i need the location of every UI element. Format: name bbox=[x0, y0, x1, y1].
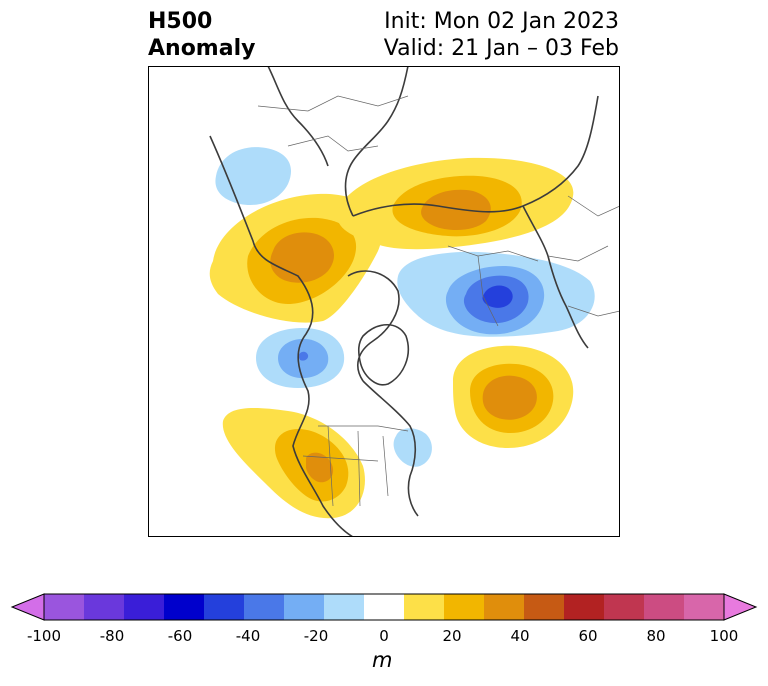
anomaly-eastus-negative bbox=[393, 428, 432, 467]
map-canvas bbox=[148, 66, 620, 537]
anomaly-nw-negative bbox=[215, 147, 292, 206]
colorbar bbox=[10, 590, 758, 630]
colorbar-swatch bbox=[444, 594, 485, 620]
colorbar-tick-label: -60 bbox=[167, 627, 193, 645]
coastlines bbox=[209, 66, 599, 537]
anomaly-goa-negative bbox=[256, 328, 345, 388]
colorbar-tick-label: 100 bbox=[709, 627, 739, 645]
colorbar-swatch bbox=[604, 594, 645, 620]
colorbar-tick-label: 80 bbox=[646, 627, 666, 645]
colorbar-swatch bbox=[684, 594, 725, 620]
title-line-2: Anomaly bbox=[148, 36, 256, 61]
colorbar-tick-label: 60 bbox=[578, 627, 598, 645]
colorbar-swatch bbox=[644, 594, 685, 620]
title-line-1: H500 bbox=[148, 9, 213, 34]
colorbar-tick-label: 0 bbox=[379, 627, 389, 645]
colorbar-tick-label: 40 bbox=[510, 627, 530, 645]
colorbar-tick-label: -20 bbox=[303, 627, 329, 645]
map-title: H500 Anomaly bbox=[148, 8, 255, 62]
colorbar-tick-label: 20 bbox=[442, 627, 462, 645]
colorbar-swatch bbox=[324, 594, 365, 620]
colorbar-extend-high bbox=[723, 593, 758, 621]
colorbar-swatch bbox=[204, 594, 245, 620]
colorbar-tick-label: -40 bbox=[235, 627, 261, 645]
init-date: Init: Mon 02 Jan 2023 bbox=[384, 9, 619, 34]
colorbar-swatch bbox=[164, 594, 205, 620]
colorbar-swatch bbox=[44, 594, 85, 620]
colorbar-graphic bbox=[10, 593, 758, 621]
colorbar-tick-label: -80 bbox=[99, 627, 125, 645]
colorbar-swatch bbox=[364, 594, 405, 620]
colorbar-swatch bbox=[404, 594, 445, 620]
valid-range: Valid: 21 Jan – 03 Feb bbox=[383, 36, 619, 61]
anomaly-map bbox=[148, 66, 620, 537]
anomaly-siberia-positive bbox=[337, 157, 574, 250]
colorbar-unit: m bbox=[372, 648, 393, 672]
colorbar-tick-label: -100 bbox=[26, 627, 62, 645]
colorbar-extend-low bbox=[10, 593, 45, 621]
colorbar-outline bbox=[43, 593, 725, 621]
borders bbox=[257, 95, 620, 507]
colorbar-swatch bbox=[244, 594, 285, 620]
colorbar-swatch bbox=[284, 594, 325, 620]
colorbar-swatch bbox=[484, 594, 525, 620]
anomaly-atlantic-positive bbox=[453, 345, 574, 448]
anomaly-asia-negative bbox=[397, 251, 595, 337]
anomaly-alaska-positive bbox=[209, 193, 382, 323]
colorbar-swatch bbox=[124, 594, 165, 620]
date-info: Init: Mon 02 Jan 2023 Valid: 21 Jan – 03… bbox=[384, 8, 619, 62]
colorbar-swatch bbox=[84, 594, 125, 620]
colorbar-swatch bbox=[564, 594, 605, 620]
colorbar-swatch bbox=[524, 594, 565, 620]
